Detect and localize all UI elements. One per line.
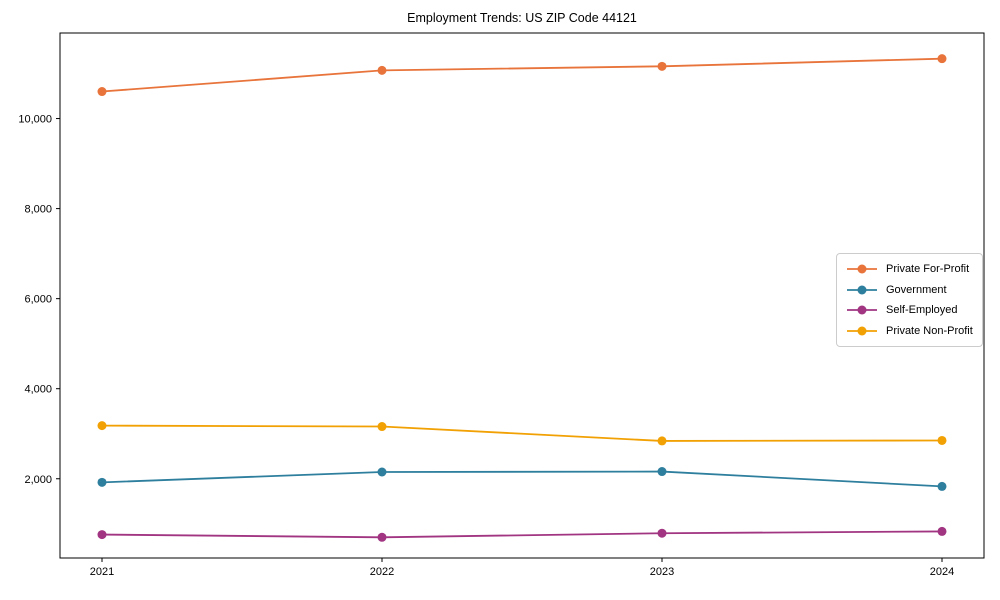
data-point-government-2022 bbox=[377, 467, 387, 477]
data-point-private-for-profit-2023 bbox=[657, 61, 667, 71]
legend-line-marker-icon bbox=[847, 305, 877, 315]
legend-item-private-for-profit: Private For-Profit bbox=[846, 260, 973, 278]
series-line-self-employed bbox=[101, 530, 943, 539]
y-tick-label: 6,000 bbox=[24, 294, 52, 306]
series-line-private-non-profit bbox=[101, 424, 943, 442]
x-tick-label: 2021 bbox=[90, 566, 114, 578]
legend-marker bbox=[857, 305, 867, 315]
chart-title: Employment Trends: US ZIP Code 44121 bbox=[407, 11, 637, 25]
series-line-private-for-profit bbox=[101, 57, 943, 93]
y-tick-label: 2,000 bbox=[24, 474, 52, 486]
legend-item-government: Government bbox=[846, 281, 973, 299]
y-tick-label: 10,000 bbox=[18, 114, 52, 126]
data-point-private-non-profit-2022 bbox=[377, 422, 387, 432]
data-point-government-2024 bbox=[937, 481, 947, 491]
data-point-government-2021 bbox=[97, 477, 107, 487]
legend-label: Private Non-Profit bbox=[886, 324, 973, 337]
legend-item-private-non-profit: Private Non-Profit bbox=[846, 322, 973, 340]
data-point-self-employed-2022 bbox=[377, 532, 387, 542]
y-tick-label: 4,000 bbox=[24, 384, 52, 396]
legend-line-marker-icon bbox=[847, 326, 877, 336]
legend: Private For-Profit Government Self-Emplo… bbox=[836, 253, 983, 347]
data-point-private-for-profit-2024 bbox=[937, 54, 947, 64]
legend-label: Private For-Profit bbox=[886, 263, 970, 276]
data-point-self-employed-2023 bbox=[657, 528, 667, 538]
legend-line-marker-icon bbox=[847, 285, 877, 295]
legend-item-self-employed: Self-Employed bbox=[846, 301, 973, 319]
data-point-private-non-profit-2023 bbox=[657, 436, 667, 446]
x-tick-label: 2022 bbox=[370, 566, 394, 578]
x-tick-label: 2023 bbox=[650, 566, 674, 578]
legend-line-marker-icon bbox=[847, 264, 877, 274]
data-point-private-non-profit-2024 bbox=[937, 435, 947, 445]
x-tick-label: 2024 bbox=[930, 566, 954, 578]
series-line-government bbox=[101, 470, 943, 488]
legend-marker bbox=[857, 285, 867, 295]
legend-marker bbox=[857, 326, 867, 336]
axes-frame bbox=[59, 32, 985, 559]
legend-label: Government bbox=[886, 283, 947, 296]
data-point-self-employed-2024 bbox=[937, 526, 947, 536]
legend-marker bbox=[857, 264, 867, 274]
y-tick-label: 8,000 bbox=[24, 204, 52, 216]
data-point-private-for-profit-2022 bbox=[377, 65, 387, 75]
data-point-private-for-profit-2021 bbox=[97, 87, 107, 97]
legend-label: Self-Employed bbox=[886, 304, 958, 317]
data-point-self-employed-2021 bbox=[97, 530, 107, 540]
data-point-private-non-profit-2021 bbox=[97, 421, 107, 431]
data-point-government-2023 bbox=[657, 467, 667, 477]
